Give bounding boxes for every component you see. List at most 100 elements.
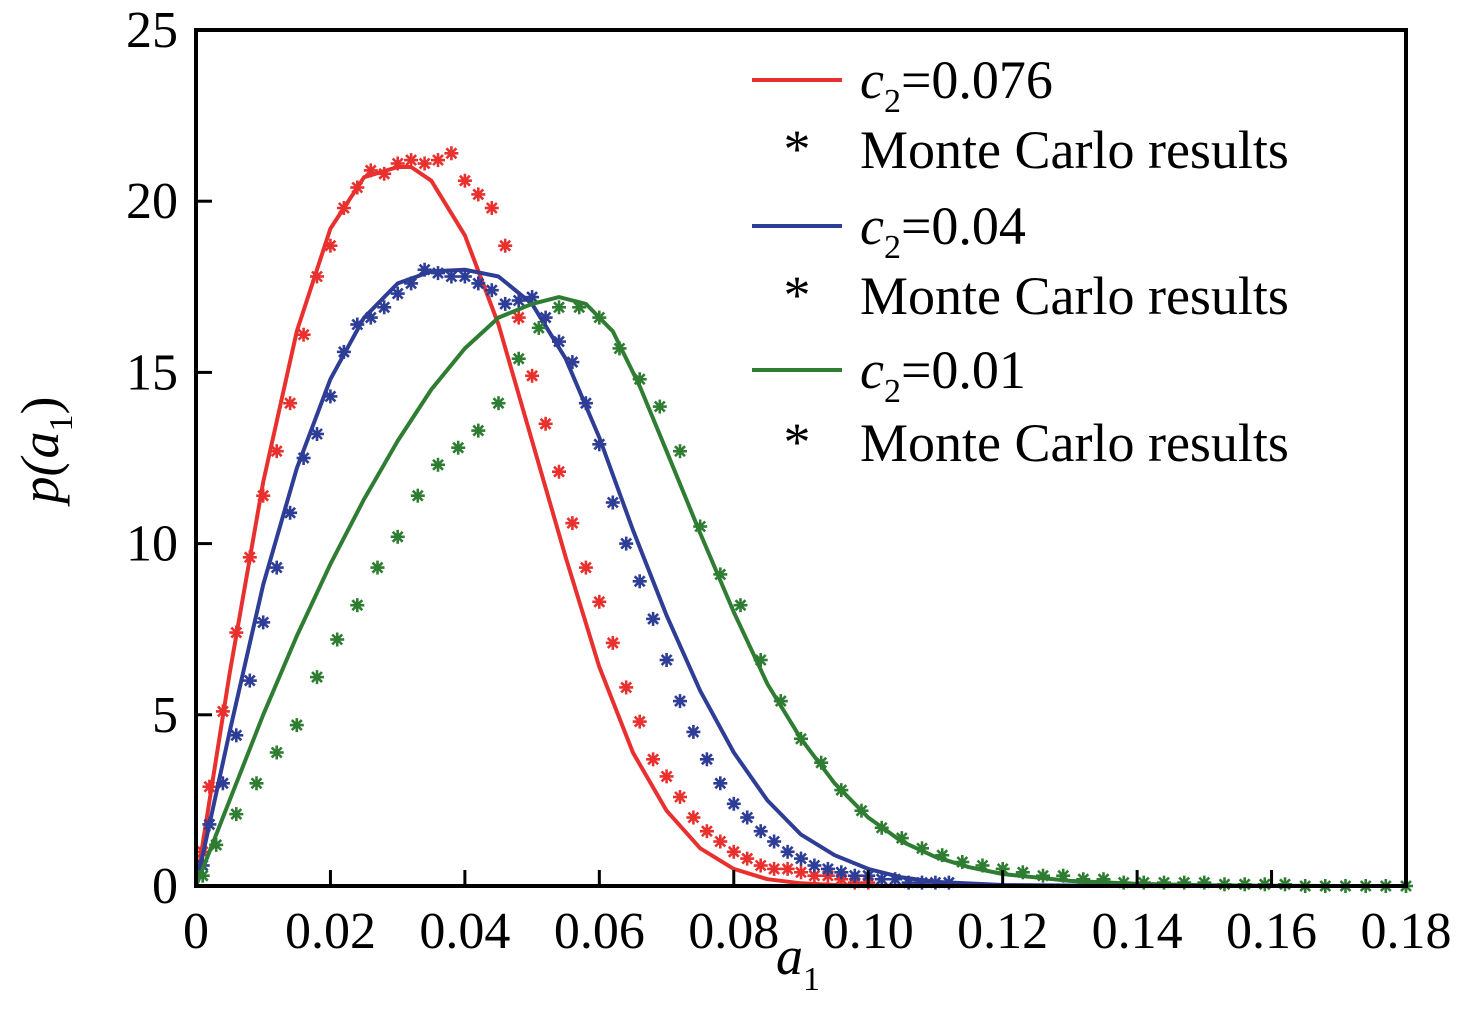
x-tick-label: 0.16 <box>1226 903 1317 960</box>
data-point-5 <box>733 598 748 613</box>
data-point-5 <box>330 632 345 647</box>
data-point-5 <box>693 519 708 534</box>
data-point-1 <box>592 594 607 609</box>
data-point-3 <box>471 276 486 291</box>
y-tick-label: 20 <box>126 173 178 230</box>
data-point-1 <box>498 238 513 253</box>
y-tick-label: 25 <box>126 2 178 59</box>
data-point-3 <box>350 317 365 332</box>
data-point-3 <box>874 872 889 887</box>
data-point-1 <box>538 416 553 431</box>
data-point-5 <box>289 718 304 733</box>
x-tick-label: 0 <box>183 903 209 960</box>
data-point-3 <box>686 724 701 739</box>
data-point-3 <box>794 851 808 866</box>
data-point-3 <box>269 560 284 575</box>
data-point-1 <box>578 560 593 575</box>
data-point-3 <box>215 776 230 791</box>
legend-swatch-green-marker: * <box>784 412 811 472</box>
y-tick-label: 10 <box>126 516 178 573</box>
data-point-5 <box>229 807 244 822</box>
data-point-3 <box>820 861 835 876</box>
data-point-5 <box>195 868 210 883</box>
data-point-5 <box>431 457 445 472</box>
data-point-3 <box>834 865 849 880</box>
x-axis-label: a1 <box>776 926 820 998</box>
data-point-1 <box>673 790 687 804</box>
data-point-1 <box>726 844 741 859</box>
data-point-1 <box>525 368 540 383</box>
legend-label-blue-monte-carlo: Monte Carlo results <box>860 266 1289 326</box>
y-tick-label: 15 <box>126 344 178 401</box>
tick-label-layer: 0 0.02 0.04 0.06 0.08 0.10 0.12 0.14 0.16 0.18 0 5 1… <box>126 2 1452 960</box>
legend-label-c2-001: c2=0.01 <box>860 340 1026 410</box>
data-point-3 <box>404 276 419 291</box>
legend-label-base: c <box>860 340 884 400</box>
data-point-3 <box>538 310 553 325</box>
x-tick-label: 0.04 <box>419 903 510 960</box>
data-point-5 <box>1036 868 1050 883</box>
data-point-5 <box>894 831 909 846</box>
data-point-1 <box>646 752 661 767</box>
data-point-1 <box>229 625 244 640</box>
data-point-5 <box>370 560 385 575</box>
data-point-5 <box>794 731 808 746</box>
data-point-1 <box>767 861 782 876</box>
data-point-5 <box>975 858 990 873</box>
data-point-3 <box>511 293 526 308</box>
legend-label-c2-004: c2=0.04 <box>860 196 1026 266</box>
data-point-3 <box>256 615 271 630</box>
data-point-3 <box>323 389 338 404</box>
data-point-5 <box>652 399 667 414</box>
data-point-5 <box>753 653 768 667</box>
data-point-1 <box>202 779 217 794</box>
data-point-5 <box>310 670 324 685</box>
data-point-3 <box>753 824 768 839</box>
data-point-3 <box>592 437 607 452</box>
data-point-5 <box>350 598 365 613</box>
data-point-1 <box>794 865 808 880</box>
data-point-1 <box>780 861 795 876</box>
data-point-5 <box>209 837 224 852</box>
data-point-3 <box>296 451 311 465</box>
data-point-1 <box>713 834 728 849</box>
legend-label-rest: =0.076 <box>901 50 1053 110</box>
series-layer <box>194 146 1413 893</box>
legend-label-base: c <box>860 196 884 256</box>
data-point-3 <box>888 872 903 887</box>
x-tick-label: 0.18 <box>1361 903 1452 960</box>
legend-label-c2-0076: c2=0.076 <box>860 50 1053 120</box>
data-point-5 <box>612 341 627 356</box>
data-point-1 <box>296 327 311 342</box>
data-point-5 <box>854 803 869 818</box>
data-point-1 <box>444 146 459 161</box>
data-point-1 <box>471 187 486 202</box>
data-point-5 <box>1076 872 1091 887</box>
data-point-1 <box>740 851 755 866</box>
data-point-3 <box>565 355 580 370</box>
data-point-1 <box>632 714 647 729</box>
data-point-3 <box>283 505 298 520</box>
data-point-1 <box>753 858 768 873</box>
x-tick-label: 0.08 <box>688 903 779 960</box>
data-point-3 <box>552 334 566 349</box>
data-point-5 <box>531 320 546 335</box>
data-point-3 <box>431 266 445 281</box>
data-point-1 <box>565 516 580 531</box>
data-point-5 <box>471 423 486 438</box>
legend-label-rest: =0.04 <box>901 196 1026 256</box>
legend-label-red-monte-carlo: Monte Carlo results <box>860 120 1289 180</box>
x-axis-label-sub: 1 <box>803 961 820 998</box>
data-point-3 <box>659 653 674 667</box>
data-point-1 <box>619 680 634 695</box>
y-axis-label-sub: 1 <box>43 415 80 432</box>
data-point-1 <box>699 824 714 839</box>
y-tick-label: 5 <box>152 687 178 744</box>
data-point-5 <box>955 855 970 869</box>
data-point-3 <box>740 810 755 825</box>
data-point-1 <box>336 201 351 215</box>
data-point-1 <box>417 156 432 171</box>
data-point-3 <box>619 536 634 551</box>
data-point-3 <box>646 611 661 626</box>
